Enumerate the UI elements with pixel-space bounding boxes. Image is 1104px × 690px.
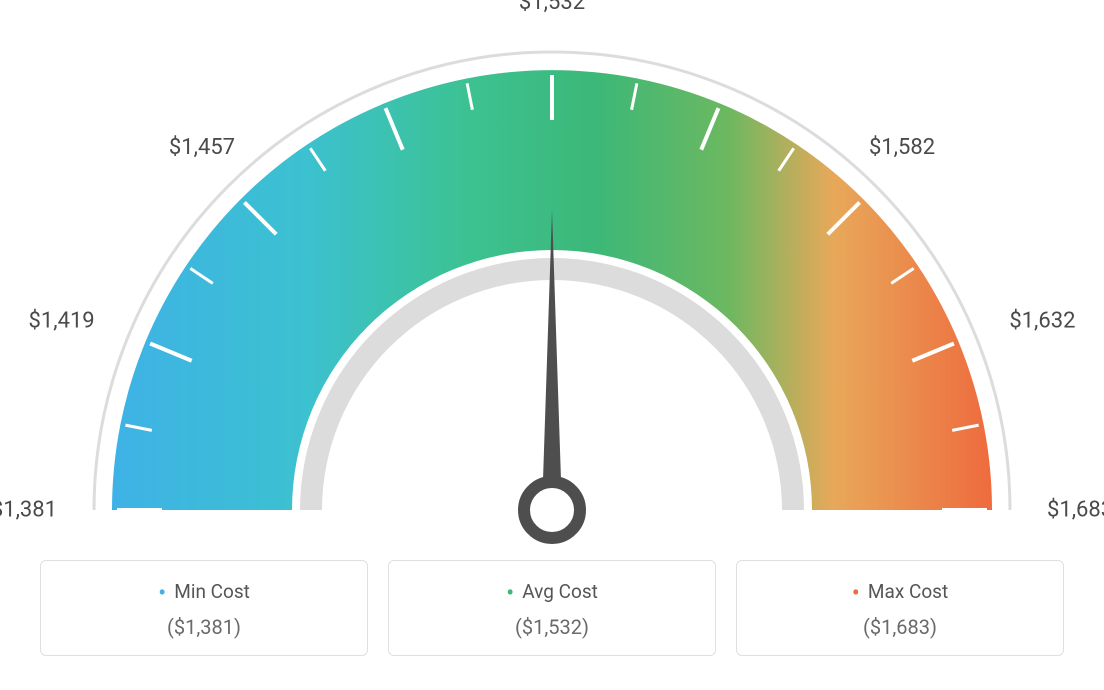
max-cost-value: ($1,683)	[757, 615, 1043, 639]
max-cost-label: Max Cost	[757, 579, 1043, 607]
gauge-tick-label: $1,457	[169, 135, 235, 160]
avg-cost-value: ($1,532)	[409, 615, 695, 639]
max-cost-card: Max Cost ($1,683)	[736, 560, 1064, 656]
min-cost-value: ($1,381)	[61, 615, 347, 639]
gauge-tick-label: $1,381	[0, 498, 57, 523]
avg-cost-label: Avg Cost	[409, 579, 695, 607]
gauge-tick-label: $1,632	[1009, 308, 1075, 333]
min-cost-label: Min Cost	[61, 579, 347, 607]
gauge-tick-label: $1,532	[519, 0, 585, 15]
gauge-tick-label: $1,582	[869, 135, 935, 160]
min-cost-card: Min Cost ($1,381)	[40, 560, 368, 656]
gauge-chart	[52, 10, 1052, 550]
cost-cards-row: Min Cost ($1,381) Avg Cost ($1,532) Max …	[0, 560, 1104, 656]
gauge-tick-label: $1,419	[29, 308, 95, 333]
avg-cost-card: Avg Cost ($1,532)	[388, 560, 716, 656]
gauge-tick-label: $1,683	[1047, 498, 1104, 523]
gauge-container: $1,381 $1,419 $1,457 $1,532 $1,582 $1,632 $1,6…	[0, 0, 1104, 560]
